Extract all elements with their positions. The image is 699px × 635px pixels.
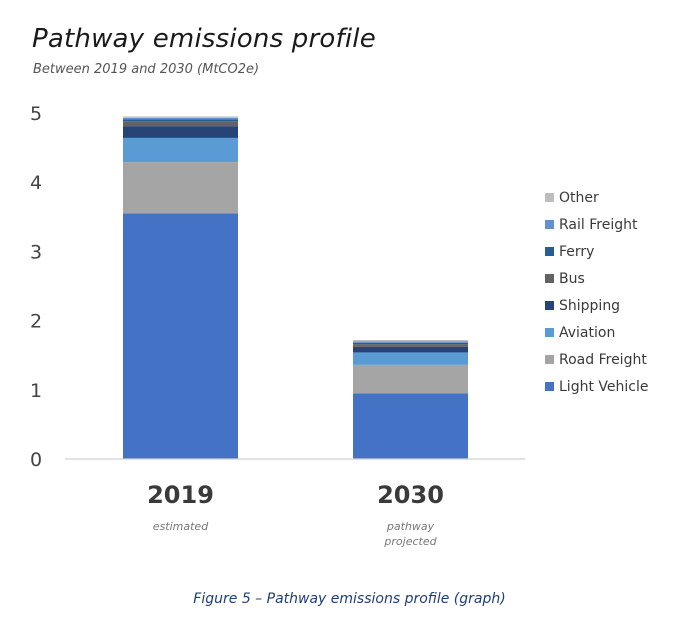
- legend-swatch-other: [545, 193, 554, 202]
- y-tick-label: 4: [30, 172, 42, 194]
- bar-segment-shipping: [353, 346, 468, 353]
- y-tick-label: 5: [30, 103, 42, 125]
- legend-label: Road Freight: [559, 352, 647, 368]
- legend-label: Light Vehicle: [559, 379, 648, 395]
- category-label: 2019: [147, 481, 214, 509]
- legend-swatch-light-vehicle: [545, 382, 554, 391]
- category-sublabel: pathway: [386, 520, 435, 533]
- bar-segment-bus: [123, 121, 238, 127]
- y-tick-label: 0: [30, 449, 42, 471]
- bar-segment-road-freight: [353, 364, 468, 394]
- bar-segment-bus: [353, 344, 468, 347]
- bar-segment-aviation: [353, 352, 468, 365]
- legend-label: Rail Freight: [559, 217, 638, 233]
- legend-swatch-road-freight: [545, 355, 554, 364]
- y-tick-label: 3: [30, 241, 42, 263]
- bar-segment-light-vehicle: [123, 213, 238, 459]
- legend-label: Bus: [559, 271, 585, 287]
- chart-title: Pathway emissions profile: [32, 24, 376, 54]
- category-sublabel: projected: [383, 535, 437, 548]
- bar-segment-ferry: [353, 342, 468, 345]
- y-tick-label: 2: [30, 311, 42, 333]
- chart-subtitle: Between 2019 and 2030 (MtCO2e): [33, 62, 260, 77]
- legend-label: Shipping: [559, 298, 620, 314]
- legend-swatch-bus: [545, 274, 554, 283]
- bar-segment-rail-freight: [353, 341, 468, 343]
- stacked-bar-chart: 0 1 2 3 4 5 2019 estimated 2030 pathway projected O…: [30, 103, 649, 548]
- bar-segment-other: [123, 116, 238, 118]
- bar-segment-shipping: [123, 126, 238, 138]
- bar-segment-aviation: [123, 137, 238, 163]
- y-tick-label: 1: [30, 380, 42, 402]
- category-sublabel: estimated: [153, 520, 209, 533]
- legend-swatch-rail-freight: [545, 220, 554, 229]
- legend-label: Aviation: [559, 325, 615, 341]
- bar-segment-other: [353, 339, 468, 342]
- legend-label: Other: [559, 190, 599, 206]
- legend-swatch-aviation: [545, 328, 554, 337]
- legend-swatch-ferry: [545, 247, 554, 256]
- bar-segment-road-freight: [123, 162, 238, 214]
- bar-segment-light-vehicle: [353, 393, 468, 459]
- legend-label: Ferry: [559, 244, 594, 260]
- legend-swatch-shipping: [545, 301, 554, 310]
- category-label: 2030: [377, 481, 444, 509]
- figure-caption: Figure 5 – Pathway emissions profile (gr…: [193, 591, 506, 607]
- bar-segment-ferry: [123, 119, 238, 122]
- bar-segment-rail-freight: [123, 117, 238, 120]
